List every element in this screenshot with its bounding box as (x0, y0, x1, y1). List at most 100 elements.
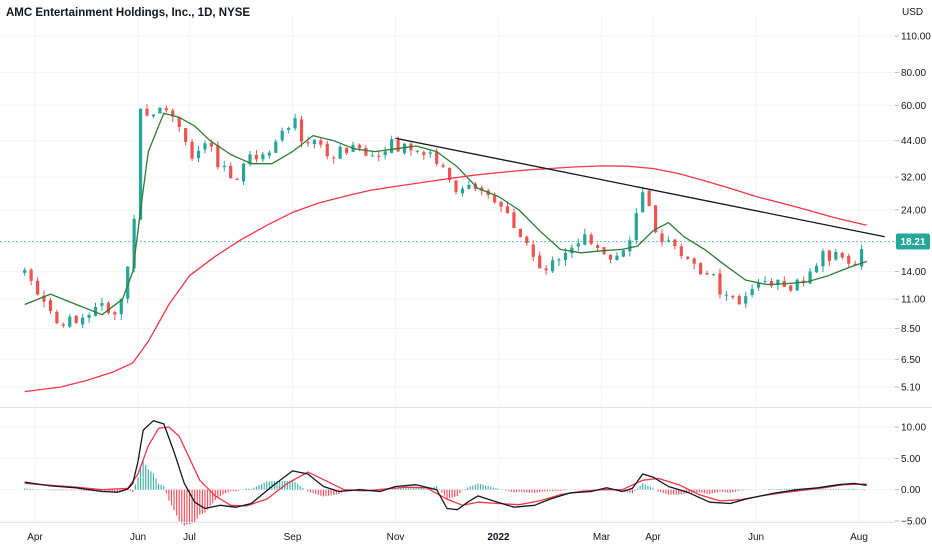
candle-body (776, 279, 780, 286)
price-tick-label: 14.00 (901, 267, 926, 278)
candle-body (293, 118, 297, 129)
candle-body (525, 236, 529, 243)
candle-body (808, 271, 812, 284)
candle-body (344, 147, 349, 153)
candle-body (769, 281, 774, 286)
macd-axis[interactable]: 10.00 5.00 0.00 −5.00 (895, 423, 927, 528)
candle-body (705, 273, 709, 275)
candle-body (621, 250, 625, 257)
candle-body (364, 147, 368, 156)
macd-tick-label: −5.00 (901, 517, 927, 528)
price-tick-label: 32.00 (901, 173, 926, 184)
candle-body (641, 192, 645, 213)
candle-body (81, 317, 85, 325)
candle-body (357, 144, 362, 149)
price-tick-label: 44.00 (901, 136, 926, 147)
candle-body (460, 188, 465, 194)
candle-body (653, 205, 658, 233)
candle-body (222, 165, 226, 168)
candle-body (229, 165, 233, 179)
candle-body (447, 167, 452, 181)
candle-body (100, 303, 104, 306)
candle-body (512, 212, 516, 229)
candle-body (138, 108, 143, 220)
candle-body (544, 268, 548, 271)
candle-body (29, 269, 33, 281)
candle-body (660, 233, 664, 243)
candle-body (23, 269, 27, 273)
candle-body (267, 152, 271, 156)
candles (23, 104, 864, 329)
candle-body (615, 255, 619, 260)
candle-body (203, 143, 207, 150)
price-tick-label: 80.00 (901, 68, 926, 79)
candle-body (821, 251, 825, 267)
candle-body (274, 141, 278, 153)
candle-body (570, 247, 574, 254)
candle-body (390, 139, 394, 154)
candle-body (184, 128, 188, 142)
macd-tick-label: 5.00 (901, 454, 921, 465)
candle-body (699, 263, 703, 275)
candle-body (847, 255, 851, 264)
candle-body (74, 315, 78, 323)
candle-body (325, 143, 329, 157)
time-axis[interactable]: Apr Jun Jul Sep Nov 2022 Mar Apr Jun Aug (27, 532, 868, 543)
price-tick-label: 24.00 (901, 205, 926, 216)
candle-body (177, 117, 181, 128)
time-tick-label: Nov (387, 532, 405, 543)
candle-body (61, 324, 65, 326)
candle-body (550, 260, 555, 272)
candle-body (557, 259, 561, 261)
candle-body (209, 143, 213, 147)
candle-body (306, 142, 310, 144)
candle-body (254, 154, 259, 160)
candle-body (435, 151, 439, 164)
candle-body (493, 195, 497, 203)
candle-body (396, 139, 400, 152)
candle-body (499, 201, 503, 207)
candle-body (132, 218, 136, 269)
time-tick-label: Jun (130, 532, 146, 543)
last-price-badge: 18.21 (896, 233, 930, 250)
candle-body (377, 155, 381, 157)
candle-body (634, 213, 638, 241)
candle-body (93, 306, 98, 316)
macd-line (24, 420, 867, 511)
candle-body (171, 110, 175, 117)
candle-body (287, 128, 291, 130)
candle-body (299, 119, 304, 142)
candle-body (467, 184, 471, 189)
candle-body (795, 279, 799, 291)
candle-body (480, 187, 484, 191)
candle-body (68, 316, 72, 327)
candle-body (692, 258, 696, 264)
candle-body (145, 108, 149, 116)
macd-grid (0, 426, 895, 522)
candle-body (827, 250, 831, 261)
macd-histogram (24, 459, 865, 526)
candle-body (113, 312, 117, 315)
candle-body (402, 143, 407, 154)
candle-body (834, 251, 838, 260)
candle-body (731, 295, 735, 298)
candle-body (216, 144, 220, 168)
macd-tick-label: 10.00 (901, 423, 926, 434)
time-tick-label: Apr (27, 532, 43, 543)
candle-body (531, 244, 535, 257)
time-tick-label: Aug (850, 532, 868, 543)
candle-body (563, 252, 568, 261)
candle-body (441, 165, 445, 167)
candle-body (338, 146, 342, 159)
candle-body (763, 280, 767, 282)
candle-body (415, 150, 419, 152)
time-tick-label: 2022 (487, 532, 510, 543)
candle-body (261, 154, 265, 160)
candle-body (518, 228, 522, 238)
time-tick-label: Jun (748, 532, 764, 543)
candle-body (666, 240, 671, 242)
price-axis[interactable]: 110.0080.0060.0044.0032.0024.0018.0014.0… (895, 32, 931, 394)
candle-body (126, 266, 130, 299)
candle-body (370, 155, 374, 157)
